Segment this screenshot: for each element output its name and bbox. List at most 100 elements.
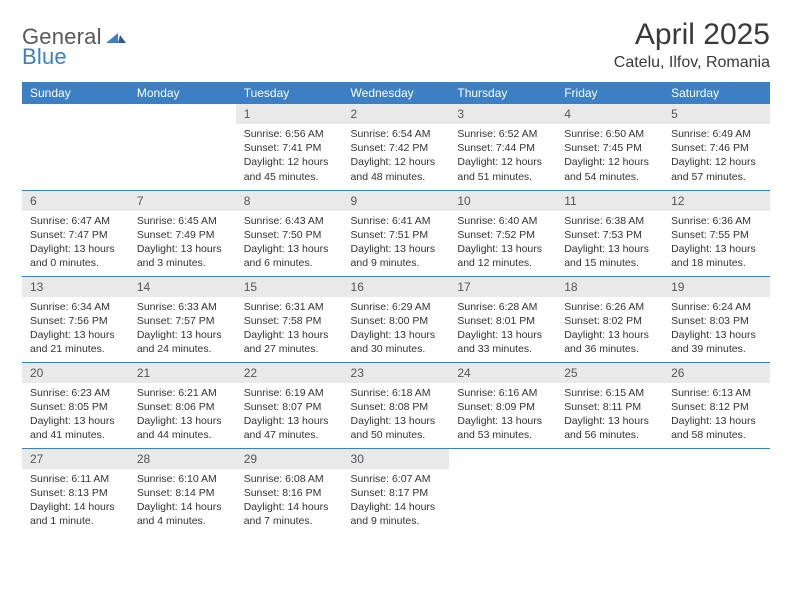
day-details: Sunrise: 6:16 AMSunset: 8:09 PMDaylight:… (449, 383, 556, 447)
day-number: 22 (236, 363, 343, 383)
day-details: Sunrise: 6:13 AMSunset: 8:12 PMDaylight:… (663, 383, 770, 447)
daylight-text: Daylight: 13 hours and 56 minutes. (564, 414, 655, 442)
calendar-day-cell: 4Sunrise: 6:50 AMSunset: 7:45 PMDaylight… (556, 104, 663, 190)
calendar-day-cell (449, 448, 556, 534)
calendar-day-cell: 23Sunrise: 6:18 AMSunset: 8:08 PMDayligh… (343, 362, 450, 448)
day-details: Sunrise: 6:08 AMSunset: 8:16 PMDaylight:… (236, 469, 343, 533)
day-number: 16 (343, 277, 450, 297)
calendar-day-cell: 28Sunrise: 6:10 AMSunset: 8:14 PMDayligh… (129, 448, 236, 534)
daylight-text: Daylight: 12 hours and 57 minutes. (671, 155, 762, 183)
sunrise-text: Sunrise: 6:21 AM (137, 386, 228, 400)
day-details: Sunrise: 6:24 AMSunset: 8:03 PMDaylight:… (663, 297, 770, 361)
day-number: 10 (449, 191, 556, 211)
weekday-header: Wednesday (343, 82, 450, 104)
sunrise-text: Sunrise: 6:33 AM (137, 300, 228, 314)
sunrise-text: Sunrise: 6:08 AM (244, 472, 335, 486)
daylight-text: Daylight: 13 hours and 15 minutes. (564, 242, 655, 270)
daylight-text: Daylight: 13 hours and 21 minutes. (30, 328, 121, 356)
sunset-text: Sunset: 7:49 PM (137, 228, 228, 242)
sunrise-text: Sunrise: 6:26 AM (564, 300, 655, 314)
weekday-header: Saturday (663, 82, 770, 104)
sunset-text: Sunset: 7:41 PM (244, 141, 335, 155)
day-details: Sunrise: 6:10 AMSunset: 8:14 PMDaylight:… (129, 469, 236, 533)
sunrise-text: Sunrise: 6:24 AM (671, 300, 762, 314)
day-number: 11 (556, 191, 663, 211)
calendar-week-row: 1Sunrise: 6:56 AMSunset: 7:41 PMDaylight… (22, 104, 770, 190)
sunset-text: Sunset: 8:02 PM (564, 314, 655, 328)
day-details: Sunrise: 6:50 AMSunset: 7:45 PMDaylight:… (556, 124, 663, 188)
calendar-day-cell: 10Sunrise: 6:40 AMSunset: 7:52 PMDayligh… (449, 190, 556, 276)
daylight-text: Daylight: 12 hours and 48 minutes. (351, 155, 442, 183)
daylight-text: Daylight: 13 hours and 6 minutes. (244, 242, 335, 270)
sunset-text: Sunset: 8:16 PM (244, 486, 335, 500)
sunrise-text: Sunrise: 6:13 AM (671, 386, 762, 400)
day-details: Sunrise: 6:38 AMSunset: 7:53 PMDaylight:… (556, 211, 663, 275)
day-details: Sunrise: 6:26 AMSunset: 8:02 PMDaylight:… (556, 297, 663, 361)
weekday-header: Sunday (22, 82, 129, 104)
day-number: 2 (343, 104, 450, 124)
sunrise-text: Sunrise: 6:28 AM (457, 300, 548, 314)
daylight-text: Daylight: 14 hours and 9 minutes. (351, 500, 442, 528)
day-number: 20 (22, 363, 129, 383)
day-number: 29 (236, 449, 343, 469)
calendar-day-cell: 1Sunrise: 6:56 AMSunset: 7:41 PMDaylight… (236, 104, 343, 190)
day-number: 17 (449, 277, 556, 297)
sunset-text: Sunset: 8:17 PM (351, 486, 442, 500)
calendar-day-cell: 9Sunrise: 6:41 AMSunset: 7:51 PMDaylight… (343, 190, 450, 276)
daylight-text: Daylight: 13 hours and 27 minutes. (244, 328, 335, 356)
calendar-day-cell (556, 448, 663, 534)
sunrise-text: Sunrise: 6:29 AM (351, 300, 442, 314)
day-details: Sunrise: 6:31 AMSunset: 7:58 PMDaylight:… (236, 297, 343, 361)
sunset-text: Sunset: 7:58 PM (244, 314, 335, 328)
sunrise-text: Sunrise: 6:40 AM (457, 214, 548, 228)
day-number: 13 (22, 277, 129, 297)
day-number: 15 (236, 277, 343, 297)
day-details: Sunrise: 6:54 AMSunset: 7:42 PMDaylight:… (343, 124, 450, 188)
logo-text-blue: Blue (22, 44, 67, 69)
weekday-header: Tuesday (236, 82, 343, 104)
daylight-text: Daylight: 12 hours and 51 minutes. (457, 155, 548, 183)
weekday-header-row: Sunday Monday Tuesday Wednesday Thursday… (22, 82, 770, 104)
sunrise-text: Sunrise: 6:36 AM (671, 214, 762, 228)
daylight-text: Daylight: 13 hours and 18 minutes. (671, 242, 762, 270)
daylight-text: Daylight: 12 hours and 45 minutes. (244, 155, 335, 183)
day-number: 4 (556, 104, 663, 124)
day-number: 25 (556, 363, 663, 383)
calendar-week-row: 13Sunrise: 6:34 AMSunset: 7:56 PMDayligh… (22, 276, 770, 362)
sunrise-text: Sunrise: 6:45 AM (137, 214, 228, 228)
day-number: 8 (236, 191, 343, 211)
day-details: Sunrise: 6:29 AMSunset: 8:00 PMDaylight:… (343, 297, 450, 361)
sunrise-text: Sunrise: 6:43 AM (244, 214, 335, 228)
daylight-text: Daylight: 13 hours and 3 minutes. (137, 242, 228, 270)
day-number: 3 (449, 104, 556, 124)
daylight-text: Daylight: 13 hours and 9 minutes. (351, 242, 442, 270)
calendar-day-cell: 25Sunrise: 6:15 AMSunset: 8:11 PMDayligh… (556, 362, 663, 448)
page-header: General April 2025 Catelu, Ilfov, Romani… (22, 18, 770, 72)
daylight-text: Daylight: 13 hours and 39 minutes. (671, 328, 762, 356)
day-number: 18 (556, 277, 663, 297)
sunrise-text: Sunrise: 6:41 AM (351, 214, 442, 228)
sunset-text: Sunset: 7:51 PM (351, 228, 442, 242)
day-details: Sunrise: 6:07 AMSunset: 8:17 PMDaylight:… (343, 469, 450, 533)
calendar-day-cell: 22Sunrise: 6:19 AMSunset: 8:07 PMDayligh… (236, 362, 343, 448)
calendar-day-cell (129, 104, 236, 190)
daylight-text: Daylight: 13 hours and 24 minutes. (137, 328, 228, 356)
calendar-day-cell: 24Sunrise: 6:16 AMSunset: 8:09 PMDayligh… (449, 362, 556, 448)
calendar-day-cell: 11Sunrise: 6:38 AMSunset: 7:53 PMDayligh… (556, 190, 663, 276)
daylight-text: Daylight: 14 hours and 4 minutes. (137, 500, 228, 528)
sunset-text: Sunset: 8:09 PM (457, 400, 548, 414)
day-number: 14 (129, 277, 236, 297)
daylight-text: Daylight: 12 hours and 54 minutes. (564, 155, 655, 183)
sunset-text: Sunset: 7:57 PM (137, 314, 228, 328)
sunrise-text: Sunrise: 6:34 AM (30, 300, 121, 314)
sunset-text: Sunset: 7:45 PM (564, 141, 655, 155)
logo-mark-icon (106, 27, 126, 48)
day-number: 28 (129, 449, 236, 469)
day-details: Sunrise: 6:49 AMSunset: 7:46 PMDaylight:… (663, 124, 770, 188)
sunset-text: Sunset: 7:42 PM (351, 141, 442, 155)
sunset-text: Sunset: 8:05 PM (30, 400, 121, 414)
sunrise-text: Sunrise: 6:10 AM (137, 472, 228, 486)
calendar-table: Sunday Monday Tuesday Wednesday Thursday… (22, 82, 770, 534)
daylight-text: Daylight: 13 hours and 36 minutes. (564, 328, 655, 356)
day-details: Sunrise: 6:21 AMSunset: 8:06 PMDaylight:… (129, 383, 236, 447)
